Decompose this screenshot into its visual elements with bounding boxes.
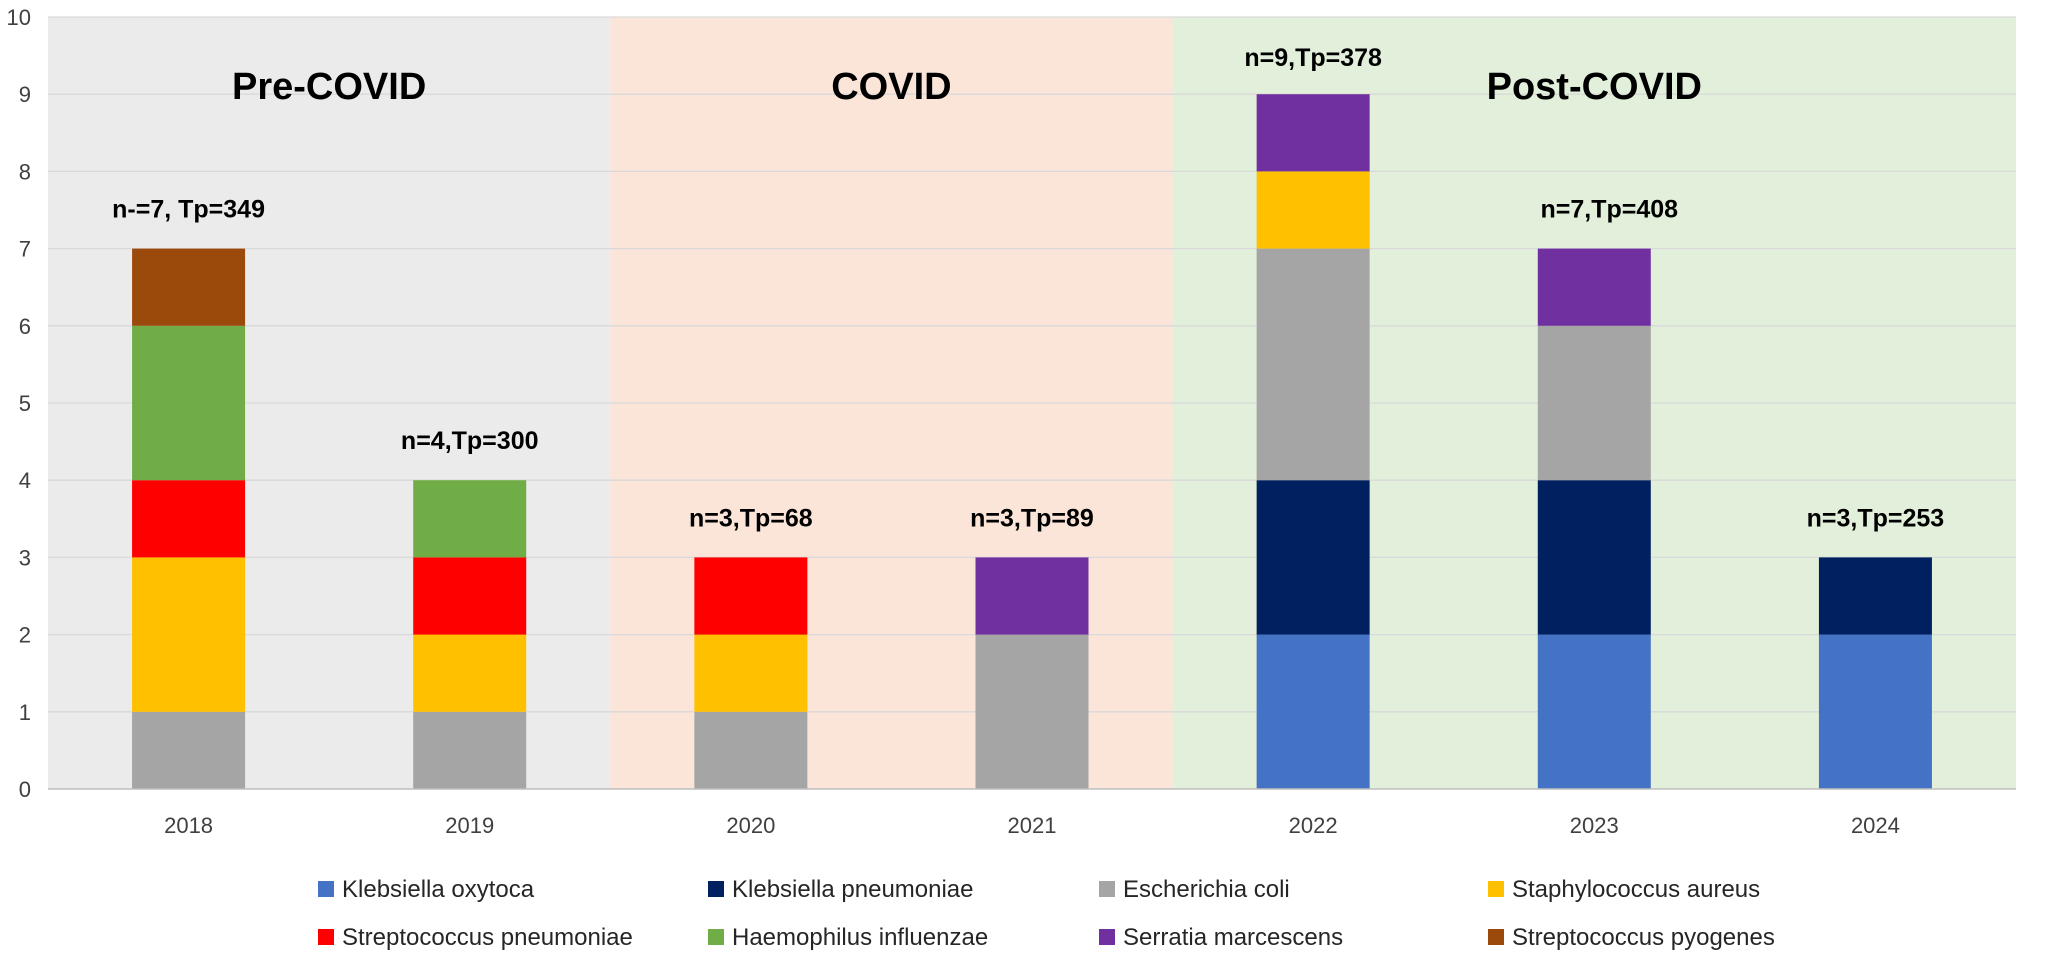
bar-segment-2022-staphylococcus-aureus bbox=[1256, 171, 1370, 249]
legend-label: Streptococcus pyogenes bbox=[1512, 924, 1775, 951]
legend-swatch bbox=[1488, 881, 1504, 897]
legend-label: Klebsiella oxytoca bbox=[342, 876, 535, 903]
y-tick-label: 6 bbox=[19, 314, 31, 339]
x-tick-label: 2024 bbox=[1851, 813, 1900, 838]
data-labels: n-=7, Tp=349 n=4,Tp=300 n=3,Tp=68 n=3,Tp=89… bbox=[112, 44, 1944, 532]
bar-segment-2020-staphylococcus-aureus bbox=[694, 634, 808, 712]
y-tick-label: 7 bbox=[19, 237, 31, 262]
x-tick-label: 2023 bbox=[1570, 813, 1619, 838]
y-tick-label: 9 bbox=[19, 82, 31, 107]
y-tick-label: 5 bbox=[19, 391, 31, 416]
bar-segment-2023-escherichia-coli bbox=[1537, 325, 1651, 481]
legend-label: Staphylococcus aureus bbox=[1512, 876, 1760, 903]
y-tick-label: 4 bbox=[19, 468, 31, 493]
bars bbox=[132, 94, 1932, 789]
legend: Klebsiella oxytoca Klebsiella pneumoniae E… bbox=[318, 876, 1775, 951]
bar-segment-2018-streptococcus-pyogenes bbox=[132, 248, 246, 326]
bar-segment-2019-haemophilus-influenzae bbox=[413, 480, 527, 558]
bar-segment-2023-serratia-marcescens bbox=[1537, 248, 1651, 326]
bar-segment-2019-streptococcus-pneumoniae bbox=[413, 557, 527, 635]
bar-segment-2022-escherichia-coli bbox=[1256, 248, 1370, 481]
legend-label: Haemophilus influenzae bbox=[732, 924, 988, 951]
data-label-2019: n=4,Tp=300 bbox=[401, 427, 539, 455]
legend-swatch bbox=[1488, 929, 1504, 945]
y-tick-label: 10 bbox=[7, 5, 31, 30]
x-tick-label: 2019 bbox=[445, 813, 494, 838]
x-tick-label: 2020 bbox=[726, 813, 775, 838]
bar-segment-2020-escherichia-coli bbox=[694, 711, 808, 789]
legend-item-escherichia-coli: Escherichia coli bbox=[1099, 876, 1290, 903]
data-label-2020: n=3,Tp=68 bbox=[689, 504, 813, 532]
bar-segment-2018-haemophilus-influenzae bbox=[132, 325, 246, 481]
x-tick-label: 2018 bbox=[164, 813, 213, 838]
legend-label: Escherichia coli bbox=[1123, 876, 1290, 903]
bar-segment-2018-streptococcus-pneumoniae bbox=[132, 480, 246, 558]
bar-segment-2019-escherichia-coli bbox=[413, 711, 527, 789]
legend-item-streptococcus-pyogenes: Streptococcus pyogenes bbox=[1488, 924, 1775, 951]
bar-segment-2022-serratia-marcescens bbox=[1256, 94, 1370, 172]
data-label-2021: n=3,Tp=89 bbox=[970, 504, 1094, 532]
legend-item-klebsiella-oxytoca: Klebsiella oxytoca bbox=[318, 876, 535, 903]
legend-swatch bbox=[708, 881, 724, 897]
y-tick-label: 0 bbox=[19, 777, 31, 802]
bar-segment-2022-klebsiella-oxytoca bbox=[1256, 634, 1370, 789]
y-tick-label: 8 bbox=[19, 159, 31, 184]
bar-segment-2021-escherichia-coli bbox=[975, 634, 1089, 789]
period-label-covid: COVID bbox=[831, 66, 951, 108]
legend-label: Klebsiella pneumoniae bbox=[732, 876, 974, 903]
bar-segment-2020-streptococcus-pneumoniae bbox=[694, 557, 808, 635]
gridlines bbox=[48, 16, 2016, 713]
bar-segment-2019-staphylococcus-aureus bbox=[413, 634, 527, 712]
data-label-2023: n=7,Tp=408 bbox=[1540, 196, 1678, 224]
y-tick-label: 2 bbox=[19, 623, 31, 648]
legend-swatch bbox=[1099, 929, 1115, 945]
period-label-post-covid: Post-COVID bbox=[1487, 66, 1702, 108]
x-tick-label: 2021 bbox=[1008, 813, 1057, 838]
legend-swatch bbox=[1099, 881, 1115, 897]
data-label-2022: n=9,Tp=378 bbox=[1244, 44, 1382, 72]
bar-segment-2024-klebsiella-pneumoniae bbox=[1818, 557, 1932, 635]
bar-segment-2021-serratia-marcescens bbox=[975, 557, 1089, 635]
legend-item-streptococcus-pneumoniae: Streptococcus pneumoniae bbox=[318, 924, 633, 951]
bar-segment-2023-klebsiella-oxytoca bbox=[1537, 634, 1651, 789]
legend-item-haemophilus-influenzae: Haemophilus influenzae bbox=[708, 924, 988, 951]
x-tick-label: 2022 bbox=[1289, 813, 1338, 838]
legend-swatch bbox=[318, 929, 334, 945]
legend-item-serratia-marcescens: Serratia marcescens bbox=[1099, 924, 1343, 951]
y-tick-label: 1 bbox=[19, 700, 31, 725]
legend-item-klebsiella-pneumoniae: Klebsiella pneumoniae bbox=[708, 876, 974, 903]
bar-segment-2024-klebsiella-oxytoca bbox=[1818, 634, 1932, 789]
legend-swatch bbox=[708, 929, 724, 945]
data-label-2018: n-=7, Tp=349 bbox=[112, 196, 265, 224]
legend-label: Streptococcus pneumoniae bbox=[342, 924, 633, 951]
bar-segment-2022-klebsiella-pneumoniae bbox=[1256, 480, 1370, 635]
legend-item-staphylococcus-aureus: Staphylococcus aureus bbox=[1488, 876, 1760, 903]
bar-segment-2018-escherichia-coli bbox=[132, 711, 246, 789]
legend-label: Serratia marcescens bbox=[1123, 924, 1343, 951]
data-label-2024: n=3,Tp=253 bbox=[1807, 504, 1945, 532]
period-labels: Pre-COVID COVID Post-COVID bbox=[232, 66, 1702, 108]
period-label-pre-covid: Pre-COVID bbox=[232, 66, 426, 108]
axes: 0 1 2 3 4 5 6 7 8 9 10 2018 2019 2020 2021 2022 2023 2024 bbox=[7, 5, 2016, 838]
bar-segment-2018-staphylococcus-aureus bbox=[132, 557, 246, 712]
legend-swatch bbox=[318, 881, 334, 897]
bar-segment-2023-klebsiella-pneumoniae bbox=[1537, 480, 1651, 635]
y-tick-label: 3 bbox=[19, 545, 31, 570]
